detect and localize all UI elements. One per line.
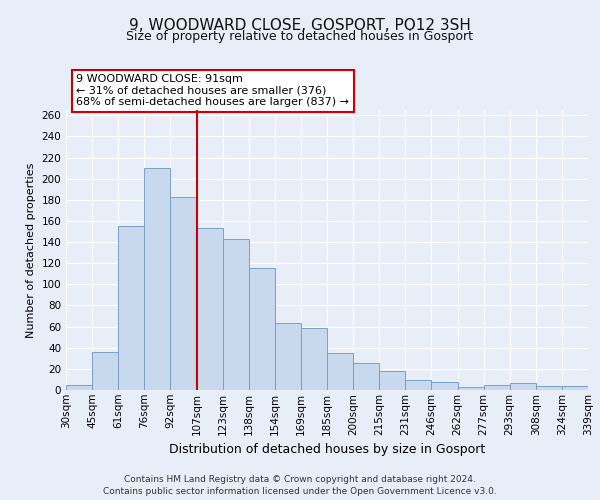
Bar: [118, 226, 145, 390]
Bar: [431, 382, 458, 390]
Bar: [458, 387, 484, 390]
Bar: [170, 196, 197, 390]
Bar: [145, 168, 170, 390]
Bar: [484, 384, 510, 390]
Bar: [301, 328, 327, 390]
Bar: [379, 371, 406, 390]
Y-axis label: Number of detached properties: Number of detached properties: [26, 162, 36, 338]
Bar: [275, 324, 301, 390]
Bar: [66, 384, 92, 390]
Bar: [536, 386, 562, 390]
X-axis label: Distribution of detached houses by size in Gosport: Distribution of detached houses by size …: [169, 443, 485, 456]
Text: Contains HM Land Registry data © Crown copyright and database right 2024.: Contains HM Land Registry data © Crown c…: [124, 476, 476, 484]
Text: Size of property relative to detached houses in Gosport: Size of property relative to detached ho…: [127, 30, 473, 43]
Text: 9, WOODWARD CLOSE, GOSPORT, PO12 3SH: 9, WOODWARD CLOSE, GOSPORT, PO12 3SH: [129, 18, 471, 32]
Bar: [249, 268, 275, 390]
Bar: [92, 352, 118, 390]
Text: Contains public sector information licensed under the Open Government Licence v3: Contains public sector information licen…: [103, 486, 497, 496]
Text: 9 WOODWARD CLOSE: 91sqm
← 31% of detached houses are smaller (376)
68% of semi-d: 9 WOODWARD CLOSE: 91sqm ← 31% of detache…: [76, 74, 349, 107]
Bar: [223, 239, 249, 390]
Bar: [510, 382, 536, 390]
Bar: [406, 380, 431, 390]
Bar: [353, 362, 379, 390]
Bar: [562, 386, 588, 390]
Bar: [197, 228, 223, 390]
Bar: [327, 353, 353, 390]
